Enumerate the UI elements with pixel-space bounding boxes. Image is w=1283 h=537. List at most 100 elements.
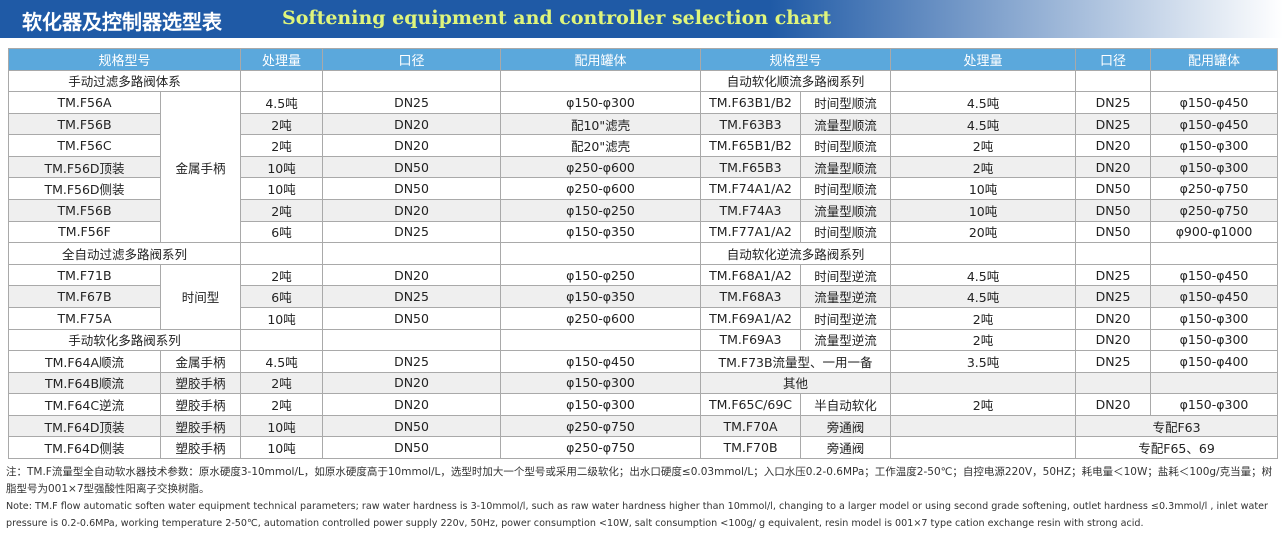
table-cell: DN25 (322, 350, 502, 373)
table-cell: 6吨 (240, 220, 324, 244)
table-cell: TM.F56A (8, 91, 161, 114)
table-cell: TM.F56C (8, 134, 161, 157)
table-cell: φ250-φ750 (1150, 177, 1279, 201)
table-row: TM.F75A 10吨 DN50 φ250-φ600 TM.F69A1/A2 时间型逆流 2… (8, 306, 1279, 330)
table-cell: DN20 (1075, 155, 1152, 179)
table-cell (890, 371, 1077, 395)
table-row: TM.F71B 时间型 2吨 DN20 φ150-φ250 TM.F68A1/A2 时间型逆… (8, 263, 1279, 330)
header-row: 规格型号 处理量 口径 配用罐体 规格型号 处理量 口径 配用罐体 (7, 48, 1279, 71)
header-cell: 处理量 (240, 48, 324, 71)
table-cell: 10吨 (890, 177, 1077, 201)
table-cell: 自动软化顺流多路阀系列 (700, 69, 892, 93)
note-cn: 注：TM.F流量型全自动软水器技术参数：原水硬度3-10mmol/L，如原水硬度… (6, 466, 1273, 495)
table-cell: TM.F64C逆流 (8, 393, 161, 416)
table-cell: φ150-φ450 (1150, 263, 1279, 287)
table-cell: 金属手柄 (159, 350, 242, 373)
table-cell (1150, 69, 1279, 93)
table-cell: DN25 (1075, 263, 1152, 287)
table-cell (1075, 69, 1152, 93)
table-cell: φ150-φ450 (1150, 91, 1279, 114)
header-cell: 口径 (1075, 48, 1152, 71)
table-cell: φ250-φ750 (1150, 199, 1279, 222)
table-cell: 流量型顺流 (800, 199, 892, 222)
table-cell: TM.F69A3 (700, 328, 802, 352)
table-cell: DN20 (1075, 134, 1152, 157)
table-cell: 时间型逆流 (800, 306, 892, 330)
table-cell: φ150-φ300 (1150, 328, 1279, 352)
table-cell: TM.F64D侧装 (8, 436, 161, 459)
table-cell (500, 242, 702, 265)
table-cell (890, 69, 1077, 93)
table-cell: TM.F65B3 (700, 155, 802, 179)
table-cell: 2吨 (890, 393, 1077, 416)
table-cell: DN25 (322, 91, 502, 114)
table-cell: TM.F68A1/A2 (700, 263, 802, 287)
table-cell: DN20 (322, 112, 502, 136)
table-cell: φ150-φ300 (500, 393, 702, 416)
table-cell: DN25 (322, 285, 502, 308)
table-cell: DN50 (322, 177, 502, 201)
table-cell: 塑胶手柄 (159, 436, 242, 459)
table-cell: TM.F56D侧装 (8, 177, 161, 201)
table-cell (240, 69, 324, 93)
table-cell: 时间型顺流 (800, 91, 892, 114)
table-cell: 全自动过滤多路阀系列 (7, 242, 242, 265)
table-cell: TM.F70A (700, 414, 802, 438)
table-cell: φ250-φ600 (500, 306, 702, 330)
table-cell: 手动过滤多路阀体系 (7, 69, 242, 93)
table-cell: 4.5吨 (240, 350, 324, 373)
table-cell: 时间型顺流 (800, 134, 892, 157)
table-cell: 旁通阀 (800, 436, 892, 459)
table-cell: 10吨 (240, 414, 324, 438)
table-cell: DN50 (322, 306, 502, 330)
table-cell: φ250-φ600 (500, 177, 702, 201)
table-cell: 10吨 (240, 177, 324, 201)
table-cell: TM.F64A顺流 (8, 350, 161, 373)
table-cell: DN25 (1075, 91, 1152, 114)
table-cell (1150, 242, 1279, 265)
table-cell (322, 69, 502, 93)
table-cell: 半自动软化 (800, 393, 892, 416)
table-cell: φ150-φ300 (1150, 155, 1279, 179)
table-row: TM.F64B顺流 塑胶手柄 2吨 DN20 φ150-φ300 其他 (8, 371, 1279, 395)
notes: 注：TM.F流量型全自动软水器技术参数：原水硬度3-10mmol/L，如原水硬度… (6, 464, 1276, 532)
table-row: TM.F56D顶装 10吨 DN50 φ250-φ600 TM.F65B3 流量型顺流 2吨… (8, 155, 1279, 179)
table-cell: TM.F74A3 (700, 199, 802, 222)
table-cell: DN20 (322, 371, 502, 395)
table-cell: TM.F64B顺流 (8, 371, 161, 395)
table-cell: TM.F63B1/B2 (700, 91, 802, 114)
table-cell: 10吨 (890, 199, 1077, 222)
table-cell (240, 328, 324, 352)
table-cell: TM.F68A3 (700, 285, 802, 308)
table-row: TM.F64D侧装 塑胶手柄 10吨 DN50 φ250-φ750 TM.F70B 旁通阀 专… (8, 436, 1279, 459)
table-cell: TM.F77A1/A2 (700, 220, 802, 244)
table-cell: TM.F56D顶装 (8, 155, 161, 179)
table-cell: TM.F65B1/B2 (700, 134, 802, 157)
table-cell: 配20"滤壳 (500, 134, 702, 157)
table-cell: 配10"滤壳 (500, 112, 702, 136)
subtitle: Softening equipment and controller selec… (282, 7, 832, 29)
table-cell: 2吨 (240, 263, 324, 287)
header-cell: 配用罐体 (500, 48, 702, 71)
table-cell: DN50 (1075, 199, 1152, 222)
table-cell (890, 414, 1077, 438)
table-cell: φ150-φ300 (1150, 134, 1279, 157)
table-cell: 2吨 (240, 112, 324, 136)
table-cell: TM.F71B (8, 263, 161, 287)
table-cell: TM.F56B (8, 112, 161, 136)
table-cell: 塑胶手柄 (159, 393, 242, 416)
table-cell: 10吨 (240, 155, 324, 179)
table-cell: 4.5吨 (890, 285, 1077, 308)
table-cell: 2吨 (890, 306, 1077, 330)
table-cell: 2吨 (240, 393, 324, 416)
table-cell: 4.5吨 (890, 91, 1077, 114)
header-cell: 规格型号 (700, 48, 892, 71)
table-cell: 10吨 (240, 436, 324, 459)
table-cell: φ150-φ350 (500, 285, 702, 308)
table-cell (1075, 242, 1152, 265)
table-cell: TM.F64D顶装 (8, 414, 161, 438)
table-cell: φ150-φ300 (500, 91, 702, 114)
table-cell: TM.F65C/69C (700, 393, 802, 416)
table-cell: TM.F67B (8, 285, 161, 308)
table-cell: 流量型逆流 (800, 285, 892, 308)
